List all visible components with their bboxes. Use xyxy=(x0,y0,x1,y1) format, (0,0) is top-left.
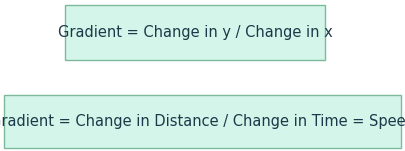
Bar xyxy=(4,95,401,148)
Text: Gradient = Change in y / Change in x: Gradient = Change in y / Change in x xyxy=(58,25,333,40)
Text: Gradient = Change in Distance / Change in Time = Speed: Gradient = Change in Distance / Change i… xyxy=(0,114,405,129)
Bar xyxy=(65,5,325,60)
